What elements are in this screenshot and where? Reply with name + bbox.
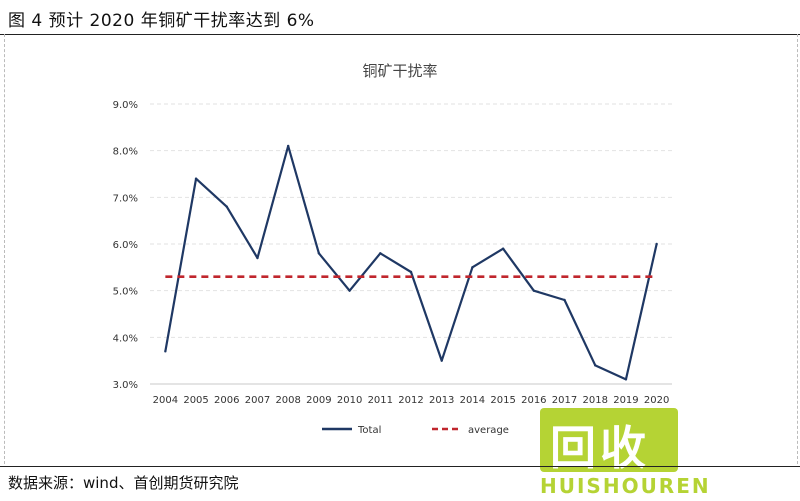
figure-source: 数据来源：wind、首创期货研究院 xyxy=(8,474,239,492)
data-point xyxy=(379,252,382,255)
legend-label: Total xyxy=(357,425,381,436)
x-tick-label: 2020 xyxy=(644,395,669,406)
x-tick-label: 2006 xyxy=(214,395,239,406)
y-axis: 3.0% 4.0% 5.0% 6.0% 7.0% 8.0% 9.0% xyxy=(113,100,138,391)
y-tick-label: 6.0% xyxy=(113,240,138,251)
data-point xyxy=(471,266,474,269)
data-point xyxy=(225,205,228,208)
x-axis: 2004 2005 2006 2007 2008 2009 2010 2011 2012 2013… xyxy=(153,395,670,406)
data-point xyxy=(317,252,321,255)
x-tick-label: 2015 xyxy=(490,395,515,406)
data-point xyxy=(164,350,167,353)
figure-footer: 数据来源：wind、首创期货研究院 xyxy=(0,466,800,501)
y-tick-label: 7.0% xyxy=(113,193,138,204)
chart-frame xyxy=(4,34,798,464)
data-point xyxy=(256,256,259,260)
x-tick-label: 2011 xyxy=(368,395,393,406)
series-line-total xyxy=(164,144,658,381)
data-point xyxy=(348,289,351,292)
data-point xyxy=(409,270,413,274)
line-chart: 铜矿干扰率 3.0%4.0%5.0%6.0%7.0%8.0%9.0% 2004 2… xyxy=(113,62,672,436)
x-tick-label: 2012 xyxy=(398,395,423,406)
y-tick-label: 4.0% xyxy=(113,333,138,344)
x-tick-label: 2018 xyxy=(583,395,608,406)
figure-title: 图 4 预计 2020 年铜矿干扰率达到 6% xyxy=(8,11,315,31)
x-tick-label: 2014 xyxy=(460,395,485,406)
x-tick-label: 2007 xyxy=(245,395,270,406)
watermark-box: 回收 xyxy=(540,408,678,475)
x-tick-label: 2019 xyxy=(613,395,638,406)
y-tick-label: 3.0% xyxy=(113,380,138,391)
legend: Total average xyxy=(322,425,509,436)
figure-header: 图 4 预计 2020 年铜矿干扰率达到 6% xyxy=(0,0,800,35)
data-point xyxy=(440,359,443,362)
data-point xyxy=(594,364,597,367)
x-tick-label: 2010 xyxy=(337,395,362,406)
data-point xyxy=(563,298,566,302)
y-tick-label: 8.0% xyxy=(113,147,138,158)
x-tick-label: 2013 xyxy=(429,395,454,406)
x-tick-label: 2017 xyxy=(552,395,577,406)
y-tick-label: 5.0% xyxy=(113,287,138,298)
watermark-subtext: HUISHOUREN xyxy=(540,474,711,498)
data-point xyxy=(624,378,628,381)
x-tick-label: 2016 xyxy=(521,395,546,406)
data-point xyxy=(501,247,505,250)
x-tick-label: 2004 xyxy=(153,395,178,406)
x-tick-label: 2008 xyxy=(275,395,300,406)
chart-title: 铜矿干扰率 xyxy=(362,62,437,80)
data-point xyxy=(655,242,658,246)
data-point xyxy=(532,289,536,292)
x-tick-label: 2005 xyxy=(183,395,208,406)
legend-label: average xyxy=(468,425,509,436)
data-point xyxy=(194,177,198,180)
series-layer xyxy=(164,144,658,381)
x-tick-label: 2009 xyxy=(306,395,331,406)
y-tick-label: 9.0% xyxy=(113,100,138,111)
grid xyxy=(150,103,672,385)
data-point xyxy=(286,144,290,148)
